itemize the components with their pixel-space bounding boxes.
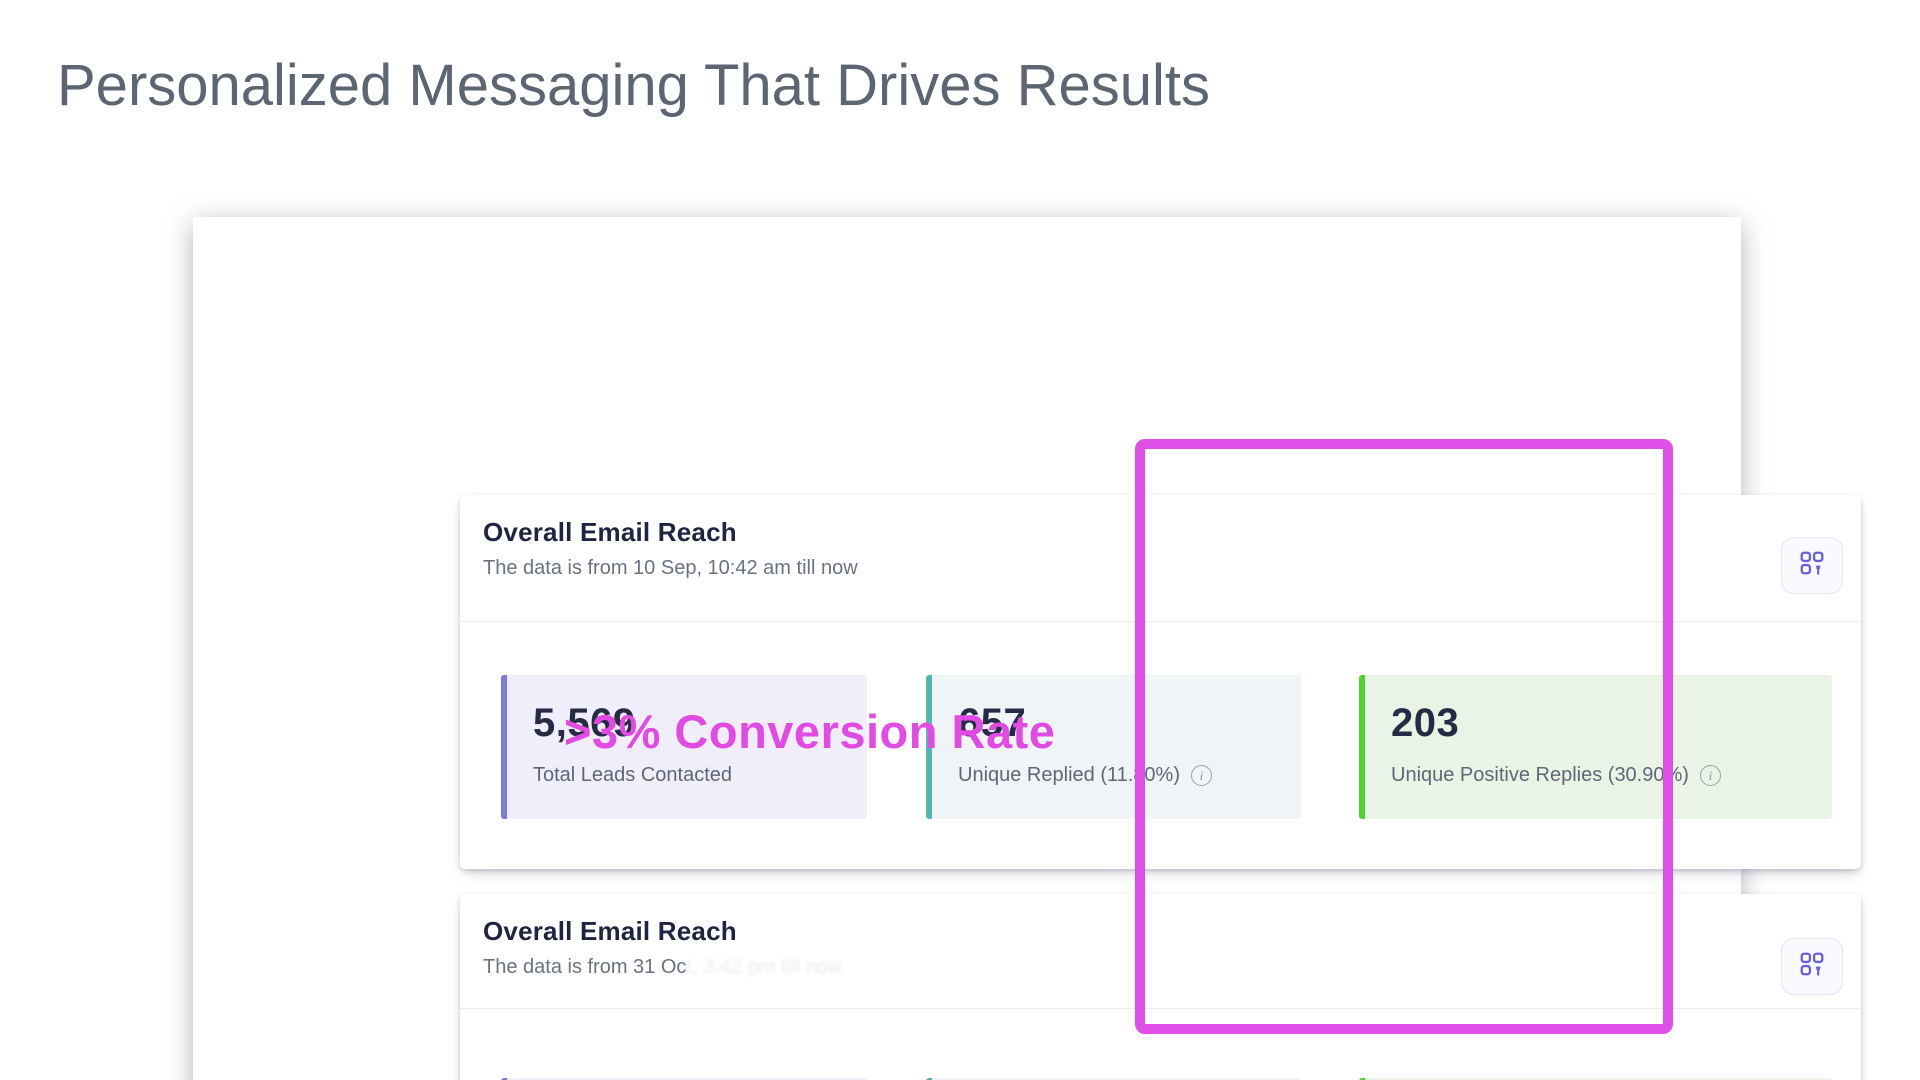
- widget-pin-icon: [1798, 549, 1826, 582]
- card-subtitle-text: The data is from 10 Sep, 10:42 am till n…: [483, 557, 858, 579]
- card-subtitle: The data is from 10 Sep, 10:42 am till n…: [483, 557, 858, 580]
- stat-value: 657: [958, 701, 1027, 745]
- stat-tile-unique-replied: 657 Unique Replied (11.80%) i: [926, 675, 1301, 819]
- card-subtitle-hidden-text: t, 3:42 pm till now: [686, 956, 843, 978]
- stat-value: 5,569: [533, 701, 636, 745]
- stat-tile-unique-positive-replies: 37 Unique Positive Replies (21.02%)i: [1359, 1078, 1832, 1080]
- dashboard-panel: Overall Email Reach The data is from 10 …: [193, 217, 1861, 1080]
- stat-value: 203: [1391, 701, 1460, 745]
- stat-tile-unique-replied: 176 Unique Replied (13.25%)i: [926, 1078, 1301, 1080]
- stat-tile-total-leads: 5,569 Total Leads Contacted: [501, 675, 867, 819]
- stat-tile-total-leads: 1,328 Total Leads Contacted: [501, 1078, 867, 1080]
- card-title: Overall Email Reach: [483, 916, 737, 946]
- conversion-rate-annotation: >3% Conversion Rate: [564, 705, 1056, 758]
- card-divider: [460, 1008, 1861, 1009]
- info-icon[interactable]: i: [1699, 765, 1721, 786]
- pin-widget-button[interactable]: [1781, 938, 1843, 995]
- card-title: Overall Email Reach: [483, 517, 737, 547]
- info-icon[interactable]: i: [1190, 765, 1212, 786]
- card-subtitle-text: The data is from 31 Oc: [483, 956, 687, 978]
- stat-label: Unique Positive Replies (30.90%): [1391, 764, 1689, 786]
- pin-widget-button[interactable]: [1781, 537, 1843, 594]
- email-reach-card-1: Overall Email Reach The data is from 10 …: [460, 495, 1861, 869]
- stat-label: Unique Replied (11.80%): [958, 764, 1180, 786]
- card-divider: [460, 621, 1861, 622]
- widget-pin-icon: [1798, 950, 1826, 983]
- stat-label: Total Leads Contacted: [533, 764, 733, 786]
- page-title: Personalized Messaging That Drives Resul…: [57, 53, 1211, 118]
- email-reach-card-2: Overall Email Reach The data is from 31 …: [460, 894, 1861, 1080]
- stat-tile-unique-positive-replies: 203 Unique Positive Replies (30.90%) i: [1359, 675, 1832, 819]
- card-subtitle: The data is from 31 Oct, 3:42 pm till no…: [483, 956, 842, 979]
